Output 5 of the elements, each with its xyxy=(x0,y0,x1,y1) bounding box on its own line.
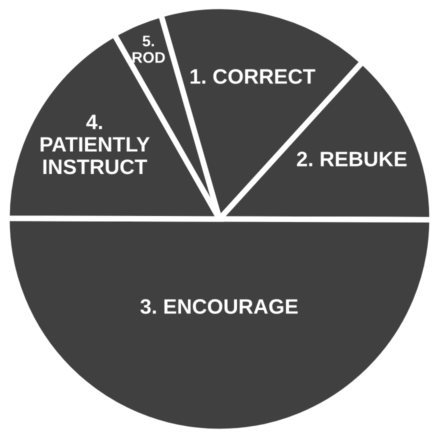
slice-label: 5. ROD xyxy=(132,36,165,63)
slice-label: 2. REBUKE xyxy=(296,152,407,166)
slice-label: 1. CORRECT xyxy=(190,69,316,84)
slice-label: 4. PATIENTLY INSTRUCT xyxy=(40,114,150,174)
slice-label: 3. ENCOURAGE xyxy=(140,299,298,314)
